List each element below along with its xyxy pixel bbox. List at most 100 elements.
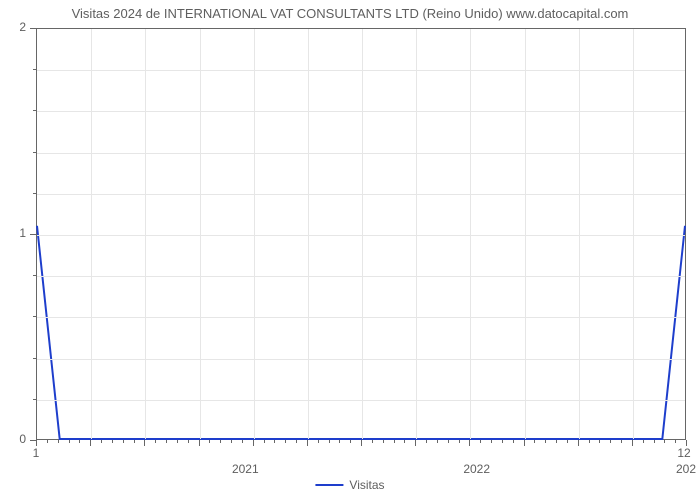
grid-line-vertical bbox=[145, 29, 146, 439]
x-tick-minor bbox=[123, 440, 124, 443]
grid-line-horizontal bbox=[37, 317, 685, 318]
grid-line-horizontal bbox=[37, 153, 685, 154]
x-tick-minor bbox=[188, 440, 189, 443]
x-tick-major bbox=[253, 440, 254, 446]
grid-line-vertical bbox=[254, 29, 255, 439]
y-tick-major bbox=[30, 28, 36, 29]
x-tick-minor bbox=[274, 440, 275, 443]
x-tick-minor bbox=[437, 440, 438, 443]
y-tick-minor bbox=[33, 193, 36, 194]
y-tick-minor bbox=[33, 110, 36, 111]
x-tick-minor bbox=[599, 440, 600, 443]
x-tick-minor bbox=[177, 440, 178, 443]
x-tick-minor bbox=[231, 440, 232, 443]
x-tick-minor bbox=[567, 440, 568, 443]
grid-line-vertical bbox=[525, 29, 526, 439]
x-tick-minor bbox=[675, 440, 676, 443]
x-tick-minor bbox=[545, 440, 546, 443]
x-tick-major bbox=[144, 440, 145, 446]
x-tick-major bbox=[524, 440, 525, 446]
grid-line-vertical bbox=[633, 29, 634, 439]
x-tick-minor bbox=[242, 440, 243, 443]
chart-legend: Visitas bbox=[315, 478, 384, 492]
x-tick-minor bbox=[155, 440, 156, 443]
grid-line-horizontal bbox=[37, 276, 685, 277]
x-tick-major bbox=[415, 440, 416, 446]
x-tick-minor bbox=[654, 440, 655, 443]
grid-line-vertical bbox=[91, 29, 92, 439]
x-tick-minor bbox=[404, 440, 405, 443]
x-tick-major bbox=[578, 440, 579, 446]
grid-line-horizontal bbox=[37, 400, 685, 401]
x-tick-minor bbox=[220, 440, 221, 443]
x-tick-major bbox=[632, 440, 633, 446]
x-tick-minor bbox=[459, 440, 460, 443]
x-tick-minor bbox=[79, 440, 80, 443]
plot-area bbox=[36, 28, 686, 440]
grid-line-horizontal bbox=[37, 111, 685, 112]
y-tick-label: 1 bbox=[0, 226, 26, 240]
x-tick-minor bbox=[47, 440, 48, 443]
grid-line-vertical bbox=[308, 29, 309, 439]
x-tick-major bbox=[361, 440, 362, 446]
x-tick-minor bbox=[58, 440, 59, 443]
x-tick-minor bbox=[285, 440, 286, 443]
x-tick-minor bbox=[502, 440, 503, 443]
x-tick-minor bbox=[339, 440, 340, 443]
x-tick-minor bbox=[350, 440, 351, 443]
x-tick-label: 2022 bbox=[463, 462, 490, 476]
x-tick-minor bbox=[556, 440, 557, 443]
grid-line-vertical bbox=[579, 29, 580, 439]
x-tick-minor bbox=[448, 440, 449, 443]
x-tick-minor bbox=[664, 440, 665, 443]
x-tick-minor bbox=[643, 440, 644, 443]
x-tick-label-truncated: 202 bbox=[676, 462, 696, 476]
chart-title: Visitas 2024 de INTERNATIONAL VAT CONSUL… bbox=[72, 6, 629, 21]
x-tick-minor bbox=[101, 440, 102, 443]
x-tick-minor bbox=[166, 440, 167, 443]
x-tick-major bbox=[307, 440, 308, 446]
y-tick-label: 0 bbox=[0, 432, 26, 446]
grid-line-vertical bbox=[416, 29, 417, 439]
x-tick-minor bbox=[372, 440, 373, 443]
y-tick-minor bbox=[33, 152, 36, 153]
legend-swatch bbox=[315, 484, 343, 486]
y-tick-minor bbox=[33, 399, 36, 400]
x-tick-minor bbox=[134, 440, 135, 443]
visits-chart: Visitas 2024 de INTERNATIONAL VAT CONSUL… bbox=[0, 0, 700, 500]
x-tick-minor bbox=[394, 440, 395, 443]
x-tick-minor bbox=[534, 440, 535, 443]
x-tick-minor bbox=[621, 440, 622, 443]
x-tick-minor bbox=[296, 440, 297, 443]
x-tick-minor bbox=[264, 440, 265, 443]
x-range-end-label: 12 bbox=[677, 446, 690, 460]
x-tick-minor bbox=[480, 440, 481, 443]
y-tick-minor bbox=[33, 275, 36, 276]
x-tick-minor bbox=[426, 440, 427, 443]
x-tick-major bbox=[90, 440, 91, 446]
x-tick-minor bbox=[318, 440, 319, 443]
legend-label: Visitas bbox=[349, 478, 384, 492]
grid-line-vertical bbox=[470, 29, 471, 439]
grid-line-vertical bbox=[362, 29, 363, 439]
y-tick-major bbox=[30, 440, 36, 441]
grid-line-horizontal bbox=[37, 70, 685, 71]
x-tick-minor bbox=[589, 440, 590, 443]
y-tick-minor bbox=[33, 69, 36, 70]
y-tick-minor bbox=[33, 358, 36, 359]
x-tick-minor bbox=[112, 440, 113, 443]
y-tick-major bbox=[30, 234, 36, 235]
x-range-start-label: 1 bbox=[33, 446, 40, 460]
y-tick-minor bbox=[33, 316, 36, 317]
grid-line-horizontal bbox=[37, 359, 685, 360]
visits-series-line bbox=[37, 29, 685, 439]
grid-line-vertical bbox=[200, 29, 201, 439]
x-tick-minor bbox=[491, 440, 492, 443]
y-tick-label: 2 bbox=[0, 20, 26, 34]
x-tick-minor bbox=[209, 440, 210, 443]
x-tick-major bbox=[469, 440, 470, 446]
x-tick-minor bbox=[610, 440, 611, 443]
x-tick-minor bbox=[69, 440, 70, 443]
x-tick-minor bbox=[383, 440, 384, 443]
x-tick-minor bbox=[329, 440, 330, 443]
